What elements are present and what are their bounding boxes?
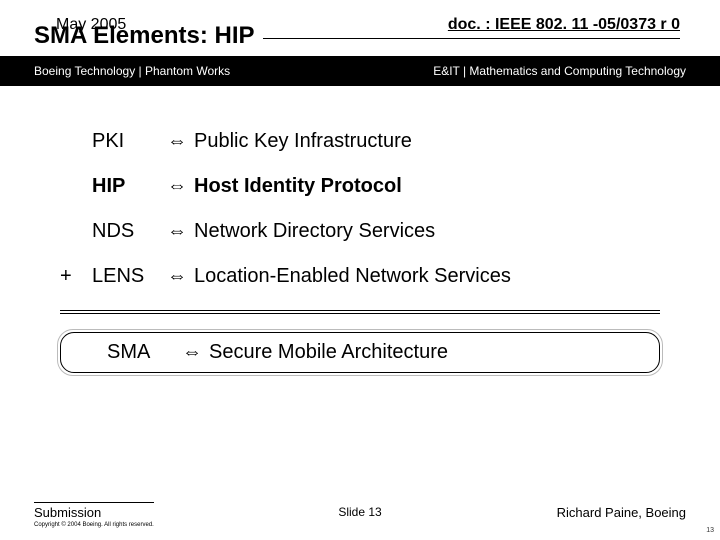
abbr-label: LENS <box>92 265 160 288</box>
element-row: +LENS⇔Location-Enabled Network Services <box>60 265 660 288</box>
result-abbr: SMA <box>107 341 175 364</box>
element-row: NDS⇔Network Directory Services <box>60 220 660 243</box>
element-row: HIP⇔Host Identity Protocol <box>60 175 660 198</box>
title-row: SMA Elements: HIP <box>34 22 680 50</box>
content-region: PKI⇔Public Key InfrastructureHIP⇔Host Id… <box>60 130 660 373</box>
org-bar: Boeing Technology | Phantom Works E&IT |… <box>0 56 720 86</box>
arrow-icon: ⇔ <box>160 130 194 153</box>
result-expansion: Secure Mobile Architecture <box>209 341 645 364</box>
expansion-label: Public Key Infrastructure <box>194 130 660 153</box>
author-label: Richard Paine, Boeing <box>557 505 686 520</box>
abbr-label: HIP <box>92 175 160 198</box>
arrow-icon: ⇔ <box>160 220 194 243</box>
date-label: May 2005 <box>56 16 126 34</box>
org-right: E&IT | Mathematics and Computing Technol… <box>433 64 686 78</box>
expansion-label: Network Directory Services <box>194 220 660 243</box>
abbr-label: NDS <box>92 220 160 243</box>
title-rule <box>263 38 681 39</box>
footer-region: Submission Copyright © 2004 Boeing. All … <box>34 502 686 528</box>
result-box: SMA ⇔ Secure Mobile Architecture <box>60 332 660 373</box>
expansion-label: Location-Enabled Network Services <box>194 265 660 288</box>
footer-left: Submission Copyright © 2004 Boeing. All … <box>34 505 154 528</box>
divider-double <box>60 310 660 314</box>
element-row: PKI⇔Public Key Infrastructure <box>60 130 660 153</box>
org-left: Boeing Technology | Phantom Works <box>34 64 230 78</box>
footer-rule <box>34 502 154 503</box>
arrow-icon: ⇔ <box>160 265 194 288</box>
page-corner-number: 13 <box>706 527 714 534</box>
header-region: May 2005 doc. : IEEE 802. 11 -05/0373 r … <box>0 0 720 92</box>
submission-label: Submission <box>34 505 154 520</box>
expansion-label: Host Identity Protocol <box>194 175 660 198</box>
copyright-label: Copyright © 2004 Boeing. All rights rese… <box>34 522 154 528</box>
arrow-icon: ⇔ <box>175 341 209 364</box>
plus-sign: + <box>60 265 92 288</box>
arrow-icon: ⇔ <box>160 175 194 198</box>
abbr-label: PKI <box>92 130 160 153</box>
slide-number: Slide 13 <box>338 505 381 519</box>
